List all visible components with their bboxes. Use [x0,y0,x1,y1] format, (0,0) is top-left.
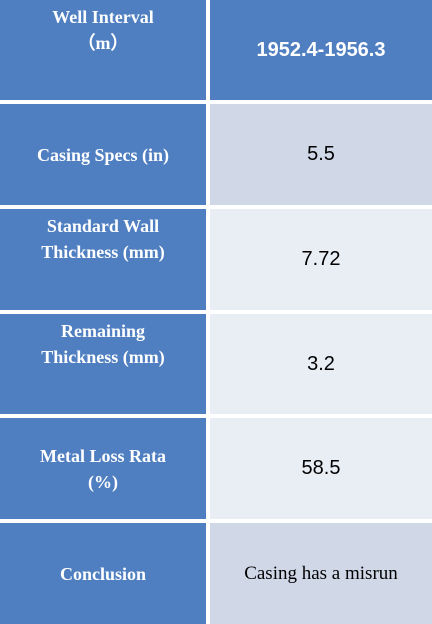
remaining-thickness-label-line1: Remaining [60,321,145,341]
table-row-casing-specs: Casing Specs (in) 5.5 [0,104,432,205]
well-interval-value: 1952.4-1956.3 [210,0,432,100]
casing-specs-label: Casing Specs (in) [0,104,206,205]
metal-loss-rate-label-line2: (%) [87,471,118,492]
conclusion-label-line1: Conclusion [59,563,147,584]
well-interval-label-line2: （m） [77,33,129,53]
standard-wall-thickness-label: Standard Wall Thickness (mm) [0,209,206,310]
metal-loss-rate-label-line1: Metal Loss Rata [40,445,166,466]
table-row-conclusion: Conclusion Casing has a misrun [0,523,432,624]
conclusion-label: Conclusion [0,523,206,624]
metal-loss-rate-value: 58.5 [210,418,432,519]
table-row-remaining-thickness: Remaining Thickness (mm) 3.2 [0,314,432,414]
casing-specs-value: 5.5 [210,104,432,205]
table-row-standard-wall-thickness: Standard Wall Thickness (mm) 7.72 [0,209,432,310]
metal-loss-rate-label: Metal Loss Rata (%) [0,418,206,519]
conclusion-value: Casing has a misrun [210,523,432,624]
well-interval-label: Well Interval （m） [0,0,206,100]
table-row-well-interval: Well Interval （m） 1952.4-1956.3 [0,0,432,100]
casing-specs-label-line1: Casing Specs (in) [36,144,170,165]
remaining-thickness-label-line2: Thickness (mm) [41,347,165,367]
standard-wall-thickness-value: 7.72 [210,209,432,310]
well-interval-label-line1: Well Interval [52,7,154,27]
remaining-thickness-value: 3.2 [210,314,432,414]
remaining-thickness-label: Remaining Thickness (mm) [0,314,206,414]
table-row-metal-loss-rate: Metal Loss Rata (%) 58.5 [0,418,432,519]
standard-wall-thickness-label-line2: Thickness (mm) [41,242,165,262]
standard-wall-thickness-label-line1: Standard Wall [46,216,160,236]
